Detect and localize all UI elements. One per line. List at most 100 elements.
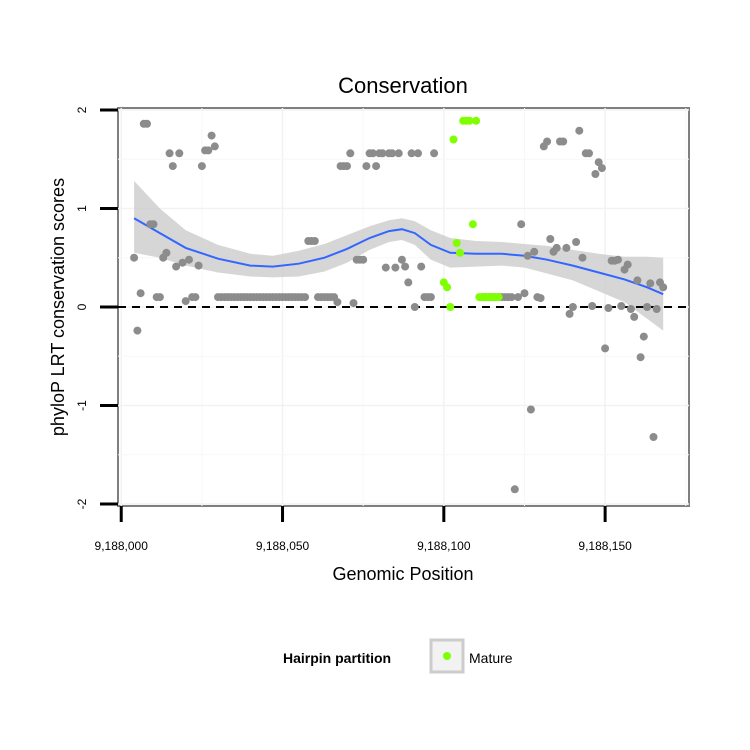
point-other [585, 149, 593, 158]
point-mature [449, 135, 458, 144]
point-other [659, 283, 668, 292]
chart-title: Conservation [338, 73, 468, 98]
point-mature [443, 283, 452, 292]
point-other [578, 253, 587, 262]
point-other [185, 255, 193, 264]
legend-label-mature: Mature [469, 650, 513, 666]
x-tick-label: 9,188,150 [578, 539, 632, 553]
point-other [572, 238, 581, 246]
point-other [523, 251, 532, 260]
point-other [310, 237, 319, 245]
confidence-band [134, 180, 664, 331]
point-other [197, 162, 206, 171]
point-other [130, 253, 139, 262]
point-other [426, 293, 435, 302]
point-other [510, 485, 519, 494]
point-other [359, 255, 368, 264]
point-other [204, 146, 213, 155]
point-other [562, 243, 571, 252]
point-other [210, 142, 219, 151]
point-other [181, 297, 190, 306]
point-other [575, 126, 584, 135]
point-other [372, 162, 381, 171]
legend-key-mature [443, 652, 451, 660]
point-other [520, 289, 529, 298]
point-other [397, 255, 406, 264]
point-mature [468, 220, 477, 229]
point-other [301, 293, 310, 302]
point-mature [472, 116, 481, 125]
point-other [388, 149, 397, 158]
point-other [346, 149, 355, 158]
y-tick-label: 2 [75, 106, 89, 113]
point-other [568, 303, 577, 311]
point-other [368, 149, 377, 158]
point-other [410, 303, 419, 311]
point-other [404, 278, 413, 287]
point-mature [452, 239, 461, 247]
point-other [194, 261, 203, 270]
point-mature [456, 248, 464, 257]
x-axis: 9,188,000 9,188,050 9,188,100 9,188,150 [95, 506, 632, 553]
point-other [391, 263, 400, 272]
point-other [649, 433, 658, 441]
point-other [343, 162, 351, 171]
point-other [565, 309, 574, 318]
point-mature [465, 116, 474, 125]
point-other [559, 137, 568, 146]
point-other [394, 149, 403, 158]
point-mature [446, 303, 455, 311]
point-other [588, 302, 597, 310]
point-other [652, 305, 661, 313]
point-other [536, 294, 545, 303]
y-tick-label: -1 [75, 400, 89, 411]
x-tick-label: 9,188,100 [417, 539, 471, 553]
point-other [162, 248, 171, 257]
y-tick-label: 1 [75, 205, 89, 212]
y-axis-title: phyloP LRT conservation scores [48, 178, 68, 436]
point-other [168, 162, 177, 171]
point-other [378, 149, 387, 158]
point-other [646, 279, 655, 288]
x-tick-label: 9,188,000 [95, 539, 149, 553]
point-other [207, 131, 216, 140]
point-other [552, 243, 561, 252]
point-other [546, 235, 555, 243]
point-other [407, 149, 416, 158]
point-other [417, 262, 426, 271]
point-other [507, 293, 516, 302]
point-other [597, 164, 606, 173]
point-other [591, 170, 600, 178]
smooth-line [133, 217, 664, 296]
point-other [633, 276, 642, 285]
point-other [143, 119, 151, 128]
point-other [191, 293, 200, 302]
point-other [381, 263, 390, 272]
point-other [526, 405, 535, 414]
point-other [601, 344, 610, 353]
point-other [401, 262, 410, 271]
y-axis: -2 -1 0 1 2 [75, 106, 118, 509]
x-tick-label: 9,188,050 [256, 539, 310, 553]
point-other [643, 303, 652, 311]
point-other [362, 162, 371, 171]
point-other [517, 220, 526, 229]
grid-lines [118, 108, 689, 506]
x-axis-title: Genomic Position [332, 564, 473, 584]
point-other [155, 293, 164, 302]
point-other [639, 332, 648, 341]
point-other [172, 262, 181, 271]
points-other [130, 119, 668, 494]
point-other [349, 299, 358, 308]
point-other [636, 353, 645, 362]
y-tick-label: 0 [75, 303, 89, 310]
legend-title: Hairpin partition [283, 650, 391, 666]
point-other [175, 149, 184, 158]
point-other [136, 289, 145, 298]
point-mature [494, 293, 503, 302]
y-tick-label: -2 [75, 498, 89, 509]
point-other [149, 220, 158, 229]
points-mature [439, 116, 503, 311]
point-other [614, 255, 622, 264]
